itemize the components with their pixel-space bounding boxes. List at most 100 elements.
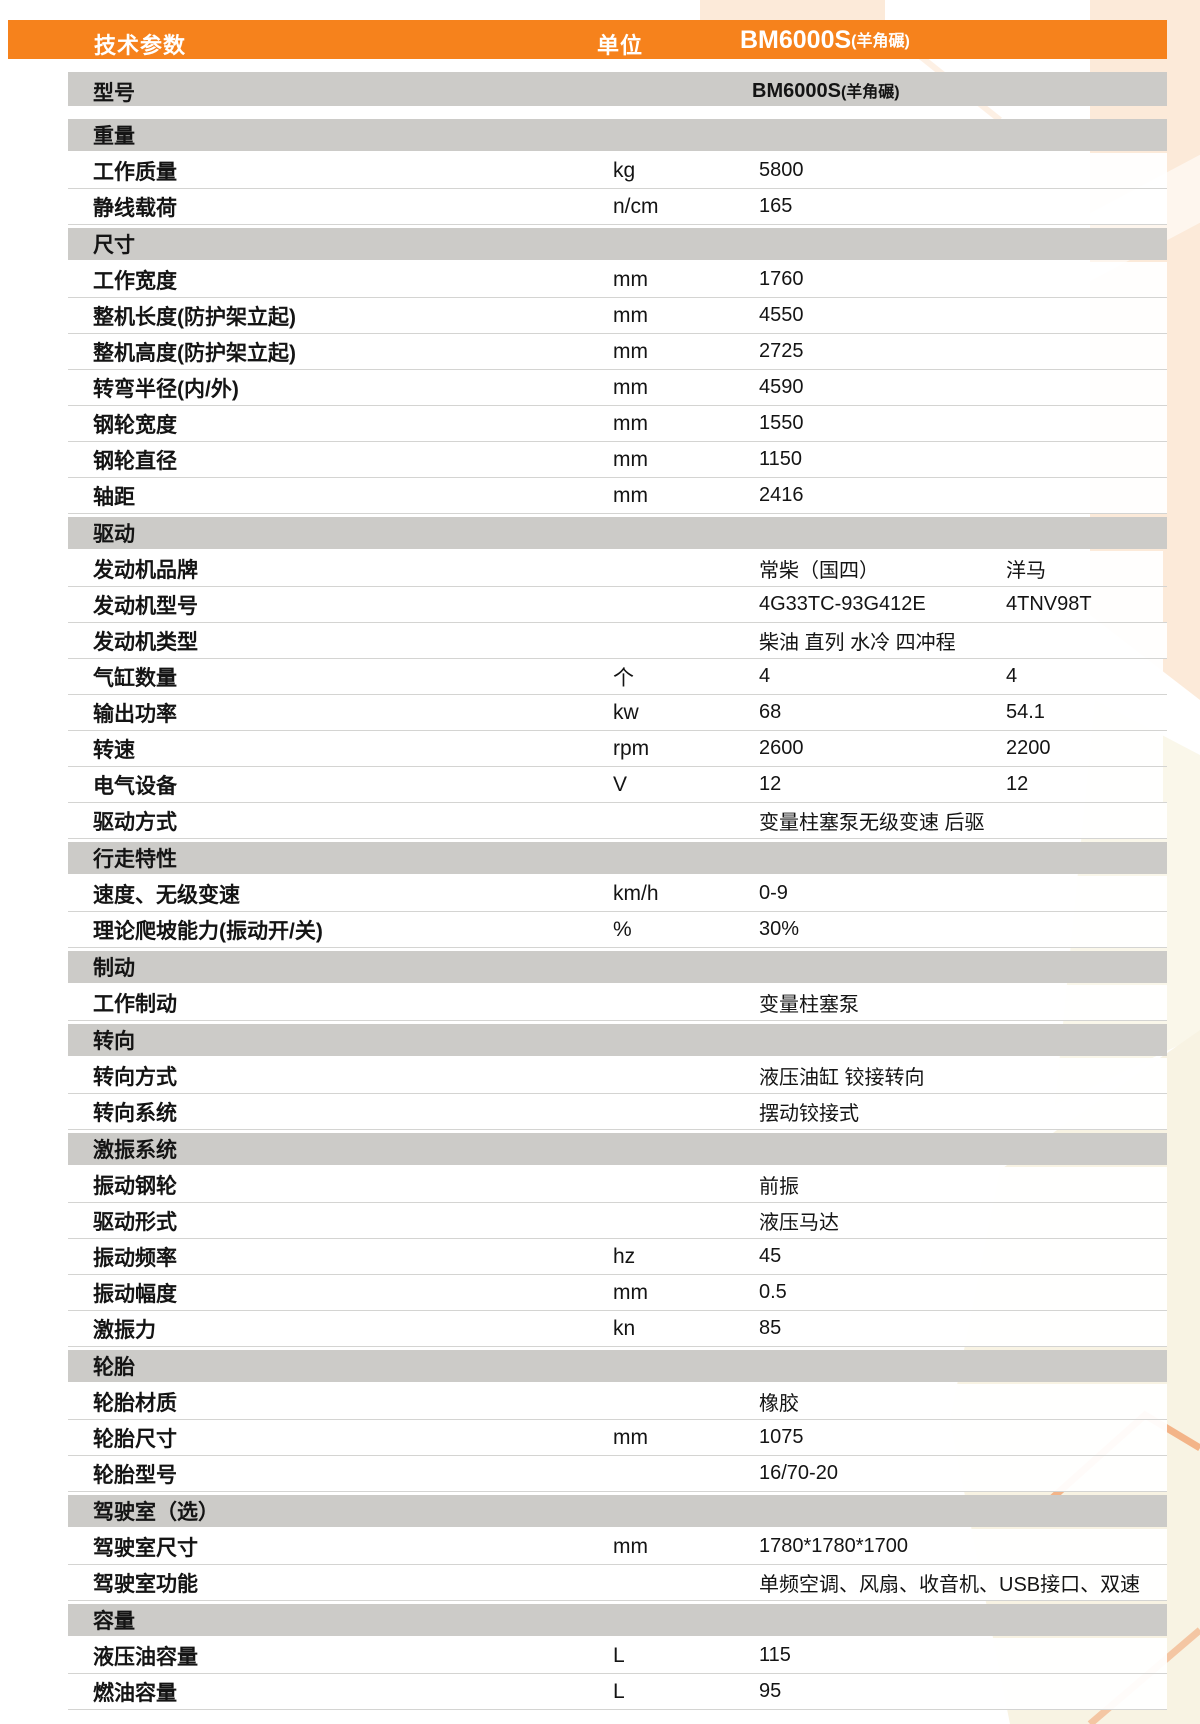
section-rows: 工作制动 变量柱塞泵: [68, 985, 1167, 1021]
value-cell: 12: [752, 767, 990, 802]
section-title: 行走特性: [68, 842, 1167, 874]
param-name-cell: 工作宽度: [68, 262, 592, 297]
value2-cell: 54.1: [994, 695, 1163, 730]
value-cell: 4: [752, 659, 990, 694]
table-row: 电气设备 V 12 12: [68, 767, 1167, 803]
table-row: 轮胎型号 16/70-20: [68, 1456, 1167, 1492]
unit-cell: V: [596, 767, 748, 802]
value-cell: 68: [752, 695, 990, 730]
param-name-cell: 激振力: [68, 1311, 592, 1346]
table-row: 轴距 mm 2416: [68, 478, 1167, 514]
param-name-cell: 钢轮直径: [68, 442, 592, 477]
table-row: 发动机类型 柴油 直列 水冷 四冲程: [68, 623, 1167, 659]
unit-cell: kn: [596, 1311, 748, 1346]
param-name-cell: 驱动形式: [68, 1203, 592, 1238]
param-name-cell: 转弯半径(内/外): [68, 370, 592, 405]
section-rows: 液压油容量 L 115 燃油容量 L 95: [68, 1638, 1167, 1710]
value-cell: 1760: [752, 262, 1167, 297]
value2-cell: 4: [994, 659, 1163, 694]
section-rows: 驾驶室尺寸 mm 1780*1780*1700 驾驶室功能 单频空调、风扇、收音…: [68, 1529, 1167, 1601]
value-cell: 常柴（国四）: [752, 551, 990, 586]
spec-section: 驾驶室（选） 驾驶室尺寸 mm 1780*1780*1700 驾驶室功能 单频空…: [68, 1495, 1167, 1601]
spec-section: 行走特性 速度、无级变速 km/h 0-9 理论爬坡能力(振动开/关) % 30…: [68, 842, 1167, 948]
unit-cell: mm: [596, 442, 748, 477]
value2-cell: 2200: [994, 731, 1163, 766]
value-cell: 4590: [752, 370, 1167, 405]
table-row: 液压油容量 L 115: [68, 1638, 1167, 1674]
spec-section: 重量 工作质量 kg 5800 静线载荷 n/cm 165: [68, 119, 1167, 225]
model-row: 型号 BM6000S(羊角碾): [68, 72, 1167, 106]
table-row: 工作质量 kg 5800: [68, 153, 1167, 189]
param-name-cell: 轴距: [68, 478, 592, 513]
unit-cell: %: [596, 912, 748, 947]
spec-section: 激振系统 振动钢轮 前振 驱动形式 液压马达 振动频率 hz 45 振动幅度 m…: [68, 1133, 1167, 1347]
table-row: 气缸数量 个 4 4: [68, 659, 1167, 695]
table-row: 发动机品牌 常柴（国四） 洋马: [68, 551, 1167, 587]
table-row: 燃油容量 L 95: [68, 1674, 1167, 1710]
unit-cell: [596, 1203, 748, 1238]
unit-cell: [596, 1384, 748, 1419]
param-name-cell: 整机高度(防护架立起): [68, 334, 592, 369]
table-row: 静线载荷 n/cm 165: [68, 189, 1167, 225]
table-row: 转向系统 摆动铰接式: [68, 1094, 1167, 1130]
value-cell: 0.5: [752, 1275, 1167, 1310]
value-cell: 4G33TC-93G412E: [752, 587, 990, 622]
table-row: 驱动方式 变量柱塞泵无级变速 后驱: [68, 803, 1167, 839]
unit-cell: km/h: [596, 876, 748, 911]
unit-cell: [596, 1167, 748, 1202]
table-row: 振动幅度 mm 0.5: [68, 1275, 1167, 1311]
param-name-cell: 发动机品牌: [68, 551, 592, 586]
value-cell: 变量柱塞泵无级变速 后驱: [752, 803, 1167, 838]
value2-cell: 4TNV98T: [994, 587, 1163, 622]
unit-cell: mm: [596, 1420, 748, 1455]
unit-cell: mm: [596, 478, 748, 513]
section-rows: 工作宽度 mm 1760 整机长度(防护架立起) mm 4550 整机高度(防护…: [68, 262, 1167, 514]
param-name-cell: 转速: [68, 731, 592, 766]
param-name-cell: 转向方式: [68, 1058, 592, 1093]
unit-cell: [596, 1565, 748, 1600]
param-name-cell: 液压油容量: [68, 1638, 592, 1673]
unit-cell: rpm: [596, 731, 748, 766]
value-cell: 液压油缸 铰接转向: [752, 1058, 1167, 1093]
section-rows: 振动钢轮 前振 驱动形式 液压马达 振动频率 hz 45 振动幅度 mm 0.5…: [68, 1167, 1167, 1347]
section-title: 重量: [68, 119, 1167, 151]
unit-cell: mm: [596, 334, 748, 369]
unit-cell: [596, 803, 748, 838]
unit-cell: mm: [596, 406, 748, 441]
table-row: 速度、无级变速 km/h 0-9: [68, 876, 1167, 912]
param-name-cell: 速度、无级变速: [68, 876, 592, 911]
unit-cell: kg: [596, 153, 748, 188]
value-cell: 2416: [752, 478, 1167, 513]
unit-cell: [596, 1456, 748, 1491]
param-name-cell: 发动机类型: [68, 623, 592, 658]
value-cell: 16/70-20: [752, 1456, 1167, 1491]
param-name-cell: 电气设备: [68, 767, 592, 802]
table-row: 钢轮宽度 mm 1550: [68, 406, 1167, 442]
table-row: 激振力 kn 85: [68, 1311, 1167, 1347]
table-row: 钢轮直径 mm 1150: [68, 442, 1167, 478]
model-name: BM6000S: [752, 80, 841, 102]
param-name-cell: 气缸数量: [68, 659, 592, 694]
table-row: 整机长度(防护架立起) mm 4550: [68, 298, 1167, 334]
model-variant: (羊角碾): [851, 33, 910, 50]
unit-cell: hz: [596, 1239, 748, 1274]
section-title: 制动: [68, 951, 1167, 983]
table-row: 振动钢轮 前振: [68, 1167, 1167, 1203]
unit-cell: n/cm: [596, 189, 748, 224]
section-rows: 轮胎材质 橡胶 轮胎尺寸 mm 1075 轮胎型号 16/70-20: [68, 1384, 1167, 1492]
table-row: 转向方式 液压油缸 铰接转向: [68, 1058, 1167, 1094]
param-name-cell: 工作质量: [68, 153, 592, 188]
spec-section: 驱动 发动机品牌 常柴（国四） 洋马 发动机型号 4G33TC-93G412E …: [68, 517, 1167, 839]
value-cell: 4550: [752, 298, 1167, 333]
unit-cell: [596, 587, 748, 622]
param-name-cell: 驾驶室功能: [68, 1565, 592, 1600]
unit-cell: mm: [596, 298, 748, 333]
param-name-cell: 发动机型号: [68, 587, 592, 622]
unit-cell: L: [596, 1638, 748, 1673]
table-row: 发动机型号 4G33TC-93G412E 4TNV98T: [68, 587, 1167, 623]
spec-section: 尺寸 工作宽度 mm 1760 整机长度(防护架立起) mm 4550 整机高度…: [68, 228, 1167, 514]
model-column-header: BM6000S(羊角碾): [740, 26, 910, 55]
value-cell: 前振: [752, 1167, 1167, 1202]
param-name-cell: 静线载荷: [68, 189, 592, 224]
